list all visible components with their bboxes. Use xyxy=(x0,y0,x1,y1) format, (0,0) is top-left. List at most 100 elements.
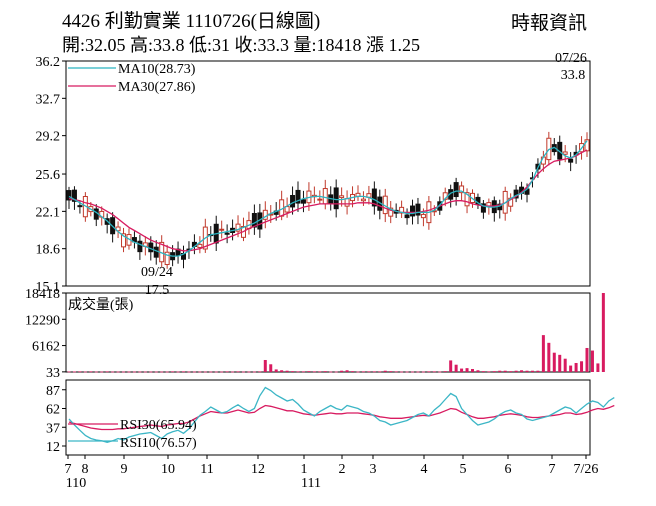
rsi-ytick-label: 87 xyxy=(46,384,60,399)
volume-bar xyxy=(400,371,404,373)
volume-bar xyxy=(547,342,551,372)
price-ytick-label: 25.6 xyxy=(36,168,61,183)
volume-bar xyxy=(558,354,562,372)
volume-bar xyxy=(427,371,431,373)
rsi10-line xyxy=(68,386,615,443)
candle-body xyxy=(333,187,339,210)
volume-bar xyxy=(100,371,104,373)
volume-ytick-label: 33 xyxy=(46,366,60,381)
price-ytick-label: 29.2 xyxy=(36,130,61,145)
volume-bar xyxy=(585,347,589,372)
volume-bar xyxy=(307,371,311,372)
volume-bar xyxy=(67,371,71,373)
volume-bar xyxy=(411,371,415,373)
volume-bar xyxy=(525,370,529,372)
candle-body xyxy=(388,207,394,217)
volume-bar xyxy=(160,371,164,373)
candle-body xyxy=(459,185,465,194)
x-tick-label: 7 xyxy=(65,462,72,477)
candle-body xyxy=(295,189,301,204)
volume-bar xyxy=(209,371,213,373)
volume-bar xyxy=(541,335,545,372)
volume-bar xyxy=(590,350,594,372)
candle-body xyxy=(290,194,296,208)
volume-bar xyxy=(465,368,469,372)
volume-ytick-label: 18418 xyxy=(25,287,60,302)
year-label-110: 110 xyxy=(66,476,86,491)
volume-bar xyxy=(481,371,485,372)
volume-bar xyxy=(187,371,191,373)
volume-bar xyxy=(503,370,507,372)
volume-bar xyxy=(356,371,360,373)
volume-bar xyxy=(89,371,93,373)
ma30-line xyxy=(68,149,588,252)
volume-bar xyxy=(269,364,273,372)
candle-body xyxy=(66,190,72,201)
x-tick-label: 4 xyxy=(421,462,428,477)
volume-bar xyxy=(171,371,175,373)
candle-body xyxy=(224,232,230,235)
volume-bar xyxy=(520,370,524,372)
volume-bar xyxy=(176,371,180,373)
candle-body xyxy=(415,203,421,216)
volume-bar xyxy=(116,371,120,373)
volume-bar xyxy=(301,371,305,373)
x-tick-label: 2 xyxy=(339,462,346,477)
rsi-ytick-label: 37 xyxy=(46,421,60,436)
price-panel-frame xyxy=(65,60,591,287)
volume-bar xyxy=(122,371,126,373)
volume-bar xyxy=(274,369,278,372)
volume-bar xyxy=(378,371,382,373)
volume-bar xyxy=(345,370,349,372)
high-annotation-date: 07/26 xyxy=(555,51,587,66)
volume-bar xyxy=(438,371,442,373)
volume-bar xyxy=(94,371,98,373)
volume-bar xyxy=(111,371,115,373)
volume-ytick-label: 6162 xyxy=(32,340,60,355)
volume-bar xyxy=(225,371,229,373)
volume-bar xyxy=(569,365,573,372)
volume-bar xyxy=(460,368,464,372)
volume-bar xyxy=(258,371,262,373)
volume-bar xyxy=(601,293,605,372)
volume-bar xyxy=(241,371,245,373)
x-tick-label: 8 xyxy=(82,462,89,477)
candle-body xyxy=(480,203,486,213)
volume-bar xyxy=(280,370,284,372)
volume-bar xyxy=(198,371,202,373)
candle-body xyxy=(71,189,77,202)
volume-legend: 成交量(張) xyxy=(68,296,134,313)
candle-body xyxy=(77,205,83,208)
volume-bar xyxy=(514,370,518,372)
x-tick-label: 7 xyxy=(549,462,556,477)
volume-bar xyxy=(361,371,365,373)
volume-bar xyxy=(574,362,578,372)
candle-body xyxy=(344,198,350,207)
volume-bar xyxy=(334,371,338,373)
volume-bar xyxy=(192,371,196,373)
high-annotation-value: 33.8 xyxy=(561,68,586,83)
volume-bar xyxy=(449,360,453,372)
candle-body xyxy=(219,228,225,231)
source-label: 時報資訊 xyxy=(511,13,588,34)
volume-bar xyxy=(580,361,584,372)
candle-body xyxy=(197,243,203,248)
price-ytick-label: 15.1 xyxy=(36,280,61,295)
volume-bar xyxy=(318,371,322,373)
rsi-panel-frame xyxy=(65,379,591,456)
rsi10-legend: RSI10(76.57) xyxy=(120,436,197,451)
volume-bar xyxy=(443,371,447,372)
volume-bar xyxy=(236,371,240,373)
volume-bar xyxy=(509,371,513,372)
candle-body xyxy=(464,192,470,207)
volume-bar xyxy=(78,371,82,373)
volume-bar xyxy=(247,371,251,373)
ma10-legend: MA10(28.73) xyxy=(118,62,196,77)
volume-bar xyxy=(596,363,600,372)
volume-bar xyxy=(351,371,355,372)
price-ytick-label: 22.1 xyxy=(36,205,61,220)
volume-bar xyxy=(536,370,540,372)
volume-bar xyxy=(394,371,398,373)
price-ytick-label: 36.2 xyxy=(36,55,61,70)
volume-bar xyxy=(552,352,556,372)
